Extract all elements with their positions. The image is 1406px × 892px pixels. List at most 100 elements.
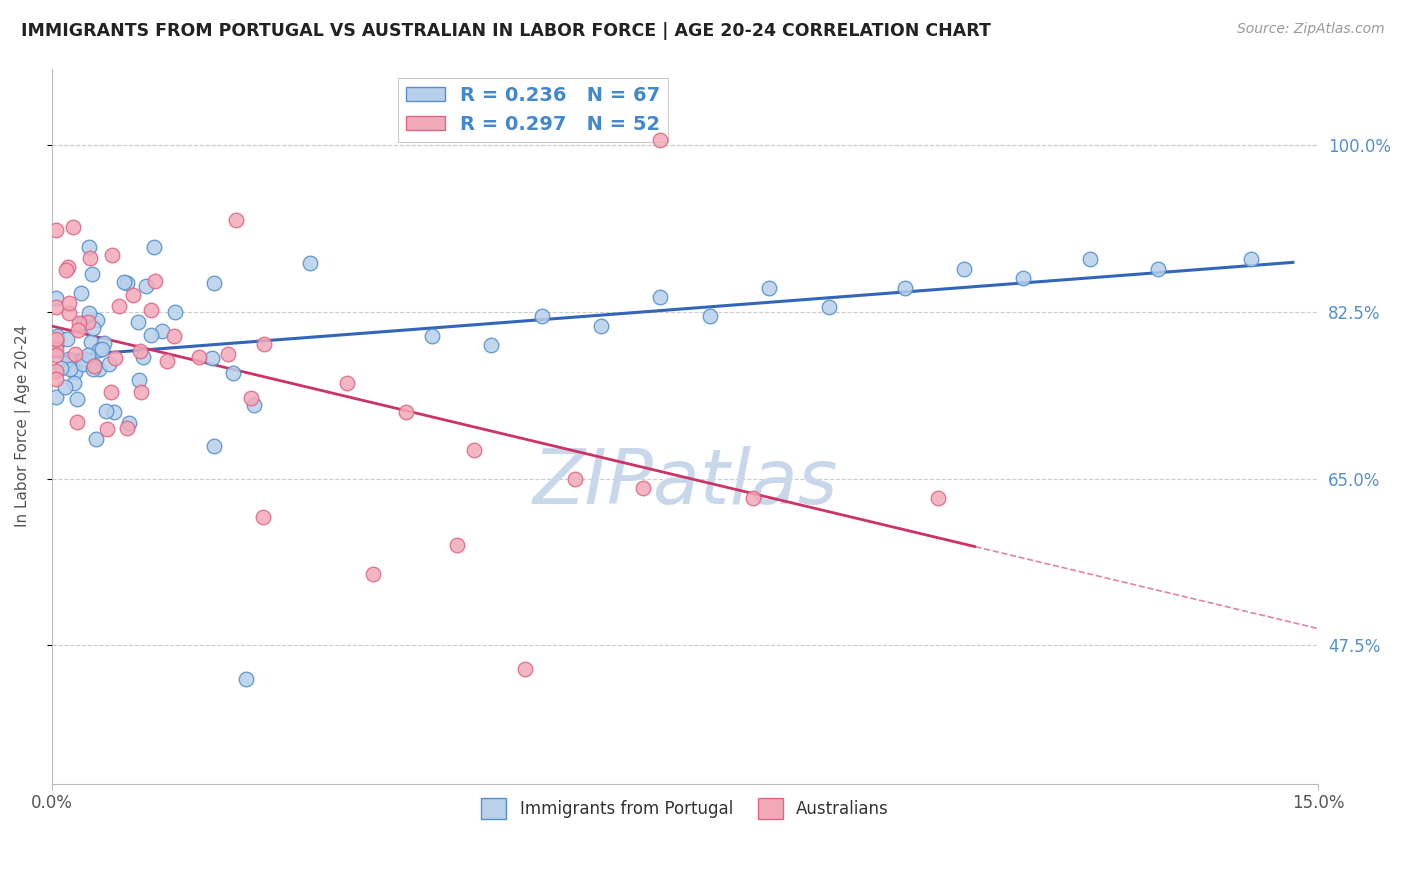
Point xyxy=(46,329,69,343)
Point xyxy=(66,392,89,406)
Point xyxy=(79,306,101,320)
Point xyxy=(87,343,110,357)
Point xyxy=(143,274,166,288)
Text: Source: ZipAtlas.com: Source: ZipAtlas.com xyxy=(1237,22,1385,37)
Point xyxy=(45,291,67,305)
Point xyxy=(741,491,763,505)
Point xyxy=(93,336,115,351)
Point xyxy=(67,316,90,330)
Point xyxy=(564,472,586,486)
Point xyxy=(117,421,139,435)
Y-axis label: In Labor Force | Age 20-24: In Labor Force | Age 20-24 xyxy=(15,325,31,527)
Point xyxy=(83,359,105,373)
Point xyxy=(45,223,67,237)
Point xyxy=(45,333,67,347)
Point xyxy=(67,323,90,337)
Point xyxy=(135,279,157,293)
Point xyxy=(112,275,135,289)
Point xyxy=(45,347,67,361)
Point xyxy=(115,276,138,290)
Point xyxy=(395,405,418,419)
Point xyxy=(163,328,186,343)
Legend: Immigrants from Portugal, Australians: Immigrants from Portugal, Australians xyxy=(475,792,896,825)
Point xyxy=(62,220,84,235)
Point xyxy=(86,312,108,326)
Point xyxy=(72,357,94,371)
Point xyxy=(45,301,67,315)
Point xyxy=(94,404,117,418)
Point xyxy=(336,376,359,391)
Point xyxy=(129,344,152,359)
Point xyxy=(139,327,162,342)
Point xyxy=(73,352,96,367)
Point xyxy=(56,332,79,346)
Point xyxy=(631,481,654,495)
Point xyxy=(58,362,80,376)
Point xyxy=(127,315,149,329)
Point xyxy=(240,391,263,405)
Point xyxy=(45,390,67,404)
Point xyxy=(72,317,94,331)
Point xyxy=(101,248,124,262)
Point xyxy=(45,335,67,350)
Point xyxy=(952,261,974,276)
Point xyxy=(90,343,112,357)
Point xyxy=(62,376,84,390)
Point xyxy=(225,213,247,227)
Point xyxy=(217,347,239,361)
Point xyxy=(463,442,485,457)
Point xyxy=(45,342,67,356)
Point xyxy=(45,372,67,386)
Point xyxy=(163,305,186,319)
Point xyxy=(361,566,384,581)
Point xyxy=(76,315,98,329)
Point xyxy=(66,415,89,429)
Point xyxy=(79,252,101,266)
Point xyxy=(58,306,80,320)
Point xyxy=(1011,271,1033,285)
Point xyxy=(45,332,67,346)
Point xyxy=(235,672,257,686)
Point xyxy=(699,310,721,324)
Text: ZIPatlas: ZIPatlas xyxy=(533,446,838,520)
Point xyxy=(108,299,131,313)
Point xyxy=(139,302,162,317)
Point xyxy=(122,288,145,302)
Point xyxy=(82,321,104,335)
Point xyxy=(513,662,536,676)
Point xyxy=(530,310,553,324)
Point xyxy=(82,362,104,376)
Point xyxy=(76,348,98,362)
Point xyxy=(104,351,127,365)
Point xyxy=(1078,252,1101,267)
Point xyxy=(96,422,118,436)
Point xyxy=(893,281,915,295)
Point xyxy=(143,240,166,254)
Point xyxy=(98,357,121,371)
Point xyxy=(63,365,86,379)
Point xyxy=(1147,261,1170,276)
Point xyxy=(252,509,274,524)
Point xyxy=(58,296,80,310)
Point xyxy=(63,347,86,361)
Point xyxy=(1240,252,1263,267)
Point xyxy=(202,276,225,290)
Point xyxy=(648,290,671,304)
Text: IMMIGRANTS FROM PORTUGAL VS AUSTRALIAN IN LABOR FORCE | AGE 20-24 CORRELATION CH: IMMIGRANTS FROM PORTUGAL VS AUSTRALIAN I… xyxy=(21,22,991,40)
Point xyxy=(298,256,321,270)
Point xyxy=(72,316,94,330)
Point xyxy=(56,352,79,367)
Point xyxy=(83,358,105,372)
Point xyxy=(927,491,949,505)
Point xyxy=(62,354,84,368)
Point xyxy=(479,338,502,352)
Point xyxy=(188,350,211,364)
Point xyxy=(51,361,73,376)
Point xyxy=(446,538,468,552)
Point xyxy=(53,380,76,394)
Point xyxy=(55,263,77,277)
Point xyxy=(70,285,93,300)
Point xyxy=(129,384,152,399)
Point xyxy=(100,384,122,399)
Point xyxy=(156,354,179,368)
